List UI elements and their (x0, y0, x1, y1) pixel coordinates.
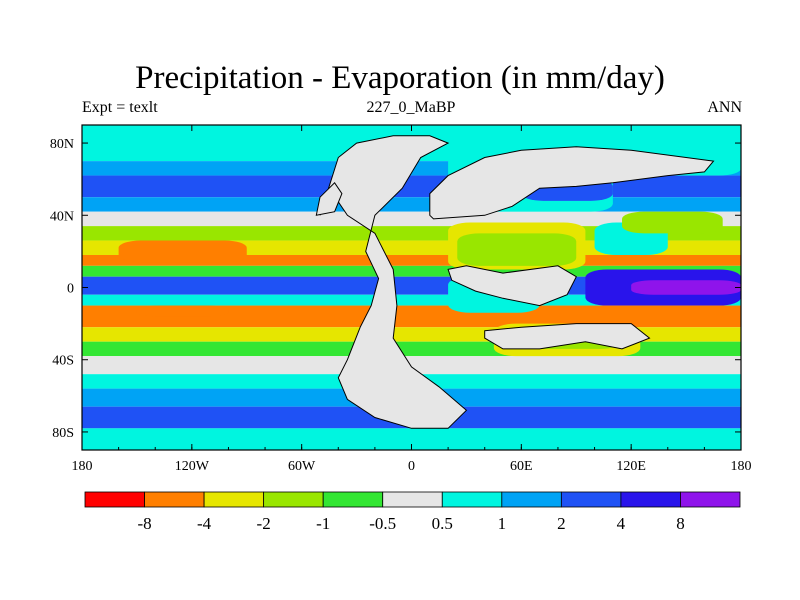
colorbar: -8 -4 -2 -1 -0.5 0.5 1 2 4 8 (84, 491, 741, 533)
x-tick-label: 180 (72, 459, 93, 474)
axes: 180 120W 60W 0 60E 120E 180 80N 40N 0 40S 80S (50, 124, 752, 474)
experiment-label: Expt = texlt (82, 99, 158, 116)
continent-outline-2 (429, 146, 715, 220)
region-patch-10 (622, 211, 723, 234)
x-tick-label: 60E (510, 459, 533, 474)
zonal-band-7 (82, 255, 741, 266)
colorbar-level-label: -1 (316, 514, 330, 533)
colorbar-level-label: -4 (197, 514, 212, 533)
continent-outline-3 (447, 265, 577, 307)
colorbar-level-label: 4 (617, 514, 626, 533)
zonal-band-11 (82, 305, 741, 328)
colorbar-swatch (263, 491, 324, 508)
zonal-band-18 (82, 428, 741, 450)
colorbar-swatch (441, 491, 503, 508)
y-tick-label: 80N (50, 137, 74, 152)
continent-outline-4 (484, 323, 651, 350)
continent-outline-0 (319, 135, 468, 429)
region-patch-3 (136, 305, 229, 317)
colorbar-swatch (322, 491, 384, 508)
region-patch-2 (118, 240, 247, 263)
region-patch-1 (631, 280, 741, 295)
x-tick-label: 60W (288, 459, 316, 474)
region-patch-5 (457, 233, 577, 266)
zonal-band-14 (82, 356, 741, 375)
chart-title: Precipitation - Evaporation (in mm/day) (135, 60, 665, 96)
colorbar-swatch (203, 491, 265, 508)
colorbar-level-label: 2 (557, 514, 566, 533)
x-tick-label: 120E (616, 459, 646, 474)
colorbar-swatch (501, 491, 562, 508)
colorbar-level-label: -2 (257, 514, 271, 533)
zonal-band-10 (82, 294, 741, 306)
colorbar-level-label: 1 (498, 514, 507, 533)
zonal-band-4 (82, 211, 741, 227)
colorbar-swatch (680, 491, 741, 508)
season-label: ANN (707, 99, 742, 116)
colorbar-level-label: 8 (676, 514, 685, 533)
zonal-band-9 (82, 276, 741, 295)
x-tick-label: 180 (731, 459, 752, 474)
x-tick-label: 0 (408, 459, 415, 474)
colorbar-swatch (382, 491, 443, 508)
y-tick-label: 80S (52, 426, 74, 441)
field-layer (82, 125, 741, 450)
zonal-band-8 (82, 265, 741, 277)
zonal-band-3 (82, 197, 741, 212)
colorbar-swatch (84, 491, 145, 508)
colorbar-swatch (620, 491, 681, 508)
colorbar-swatch (560, 491, 622, 508)
colorbar-level-label: -0.5 (369, 514, 396, 533)
continent-outline-1 (315, 182, 343, 216)
y-tick-label: 0 (67, 282, 74, 297)
colorbar-level-label: -8 (137, 514, 151, 533)
plot-area (82, 125, 741, 450)
y-tick-label: 40S (52, 354, 74, 369)
time-label: 227_0_MaBP (366, 99, 456, 116)
colorbar-swatch (144, 491, 205, 508)
zonal-band-13 (82, 341, 741, 357)
colorbar-level-label: 0.5 (432, 514, 453, 533)
y-tick-label: 40N (50, 209, 74, 224)
x-tick-label: 120W (175, 459, 210, 474)
